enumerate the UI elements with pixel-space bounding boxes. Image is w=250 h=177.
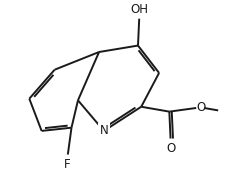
Text: F: F [64, 158, 70, 171]
Text: O: O [165, 142, 174, 155]
Text: O: O [196, 101, 205, 114]
Text: N: N [99, 124, 108, 137]
Text: OH: OH [130, 3, 148, 16]
